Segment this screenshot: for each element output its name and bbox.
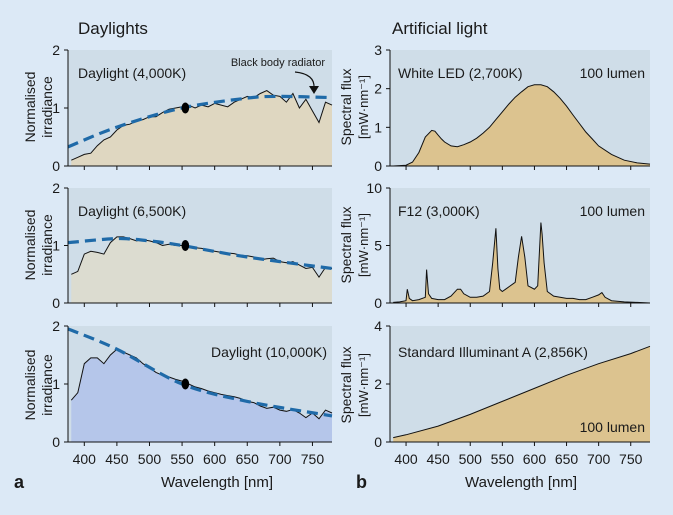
- left-ylabel-bottom-line1: Normalised: [22, 350, 38, 421]
- spectrum-area: [393, 222, 650, 303]
- y-tick-label: 2: [374, 81, 382, 97]
- y-tick-label: 1: [374, 119, 382, 135]
- x-tick-label: 650: [236, 451, 260, 467]
- spectrum-area: [393, 84, 650, 166]
- left-ylabel-top-line1: Normalised: [22, 72, 38, 143]
- right-column-title: Artificial light: [392, 19, 488, 38]
- left-ylabel-mid-line1: Normalised: [22, 210, 38, 281]
- right-ylabel-mid-line2: [mW·nm⁻¹]: [356, 213, 371, 277]
- panel-white-led: 0 1 2 3 White LED (2,700K) 100 lumen: [374, 42, 651, 174]
- x-tick-label: 400: [73, 451, 97, 467]
- left-ylabel-bottom-line2: irradiance: [39, 354, 55, 416]
- x-tick-label: 500: [138, 451, 162, 467]
- x-tick-label: 400: [394, 451, 418, 467]
- x-tick-label: 750: [619, 451, 643, 467]
- y-tick-label: 1: [52, 100, 60, 116]
- right-xlabel: Wavelength [nm]: [465, 474, 577, 491]
- x-tick-label: 600: [203, 451, 227, 467]
- spectrum-line: [393, 84, 651, 167]
- x-tick-label: 700: [587, 451, 611, 467]
- spectrum-area: [71, 90, 332, 166]
- spectrum-line: [70, 348, 333, 420]
- y-tick-label: 3: [374, 42, 382, 58]
- y-tick-label: 4: [374, 318, 382, 334]
- y-tick-label: 0: [374, 295, 382, 311]
- y-tick-label: 0: [52, 434, 60, 450]
- right-ylabel-top-line2: [mW·nm⁻¹]: [356, 75, 371, 139]
- normalisation-point: [181, 102, 190, 114]
- left-xlabel: Wavelength [nm]: [161, 474, 273, 491]
- panel-title: White LED (2,700K): [398, 65, 523, 81]
- panel-label-a: a: [14, 472, 25, 492]
- x-tick-label: 750: [301, 451, 325, 467]
- y-tick-label: 2: [52, 42, 60, 58]
- y-tick-label: 10: [366, 180, 382, 196]
- lumen-annotation: 100 lumen: [580, 203, 645, 219]
- left-ylabel-top-line2: irradiance: [39, 76, 55, 138]
- y-tick-label: 0: [52, 295, 60, 311]
- x-tick-label: 450: [105, 451, 129, 467]
- panel-title: F12 (3,000K): [398, 203, 480, 219]
- spectrum-area: [393, 346, 650, 442]
- panel-daylight-4000k: 0 1 2 Daylight (4,000K) Black body radiator: [52, 42, 333, 174]
- normalisation-point: [181, 240, 190, 251]
- y-tick-label: 1: [52, 238, 60, 254]
- spectrum-area: [71, 236, 332, 303]
- x-tick-label: 500: [459, 451, 483, 467]
- y-tick-label: 2: [374, 376, 382, 392]
- annotation-arrow-shaft: [294, 71, 315, 89]
- black-body-curve: [67, 236, 333, 271]
- y-tick-label: 5: [374, 238, 382, 254]
- y-tick-label: 0: [374, 158, 382, 174]
- black-body-annotation: Black body radiator: [231, 57, 325, 69]
- spectrum-area: [71, 349, 332, 442]
- y-tick-label: 0: [374, 434, 382, 450]
- right-ylabel-mid-line1: Spectral flux: [338, 206, 354, 283]
- panel-f12: 0 5 10 F12 (3,000K) 100 lumen: [366, 180, 651, 311]
- lumen-annotation: 100 lumen: [580, 65, 645, 81]
- y-tick-label: 2: [52, 180, 60, 196]
- y-tick-label: 1: [52, 376, 60, 392]
- panel-label-b: b: [356, 472, 367, 492]
- x-tick-label: 700: [268, 451, 292, 467]
- left-ylabel-mid-line2: irradiance: [39, 214, 55, 276]
- lumen-annotation: 100 lumen: [580, 419, 645, 435]
- normalisation-point: [181, 378, 190, 390]
- y-tick-label: 2: [52, 318, 60, 334]
- x-tick-label: 450: [426, 451, 450, 467]
- right-ylabel-top-line1: Spectral flux: [338, 68, 354, 145]
- right-ylabel-bottom-line2: [mW·nm⁻¹]: [356, 353, 371, 417]
- panel-daylight-6500k: 0 1 2 Daylight (6,500K): [52, 180, 333, 311]
- x-tick-label: 600: [523, 451, 547, 467]
- spectrum-line: [393, 222, 651, 304]
- x-tick-label: 650: [555, 451, 579, 467]
- panel-illuminant-a: 0 2 4 400 450 500 550 600 650 700 750 Standard Illu…: [374, 318, 651, 467]
- black-body-curve: [67, 94, 333, 149]
- x-tick-label: 550: [170, 451, 194, 467]
- spectrum-line: [393, 345, 651, 439]
- left-column-title: Daylights: [78, 19, 148, 38]
- annotation-arrow-head: [309, 86, 319, 94]
- panel-daylight-10000k: 0 1 2 400 450 500 550 600 650 700 750 Daylight (10,…: [52, 318, 333, 467]
- y-tick-label: 0: [52, 158, 60, 174]
- right-ylabel-bottom-line1: Spectral flux: [338, 346, 354, 423]
- panel-title: Daylight (10,000K): [211, 344, 327, 360]
- panel-title: Daylight (6,500K): [78, 203, 186, 219]
- x-tick-label: 550: [491, 451, 515, 467]
- panel-title: Standard Illuminant A (2,856K): [398, 344, 588, 360]
- panel-title: Daylight (4,000K): [78, 65, 186, 81]
